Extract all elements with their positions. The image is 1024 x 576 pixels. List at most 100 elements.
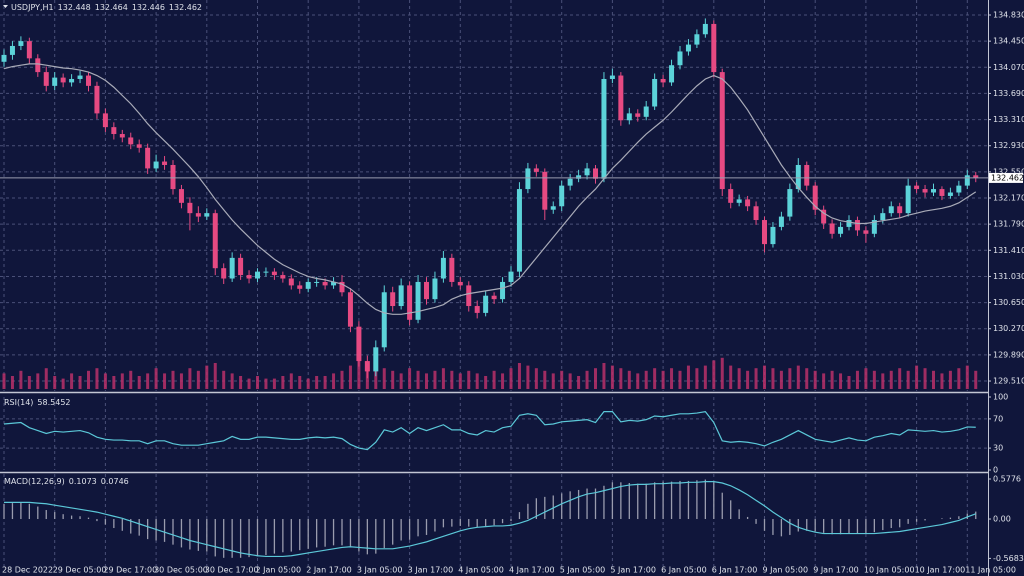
volume-bar [239, 376, 243, 389]
volume-bar [467, 370, 471, 389]
y-tick-label: 129.510 [993, 377, 1024, 386]
volume-bar [289, 373, 293, 389]
candle-body [660, 78, 666, 83]
y-tick-label: 131.410 [993, 246, 1024, 255]
last-price-label: 132.462 [991, 173, 1024, 182]
volume-bar [737, 368, 741, 389]
candle-body [356, 326, 362, 362]
volume-bar [103, 373, 107, 389]
candle-body [702, 23, 708, 35]
candle-body [136, 144, 142, 148]
indicator-line [3, 410, 976, 451]
candle-body [846, 220, 852, 227]
volume-bar [188, 368, 192, 389]
candle-body [263, 271, 269, 273]
volume-bar [703, 365, 707, 389]
y-tick-label: 0.00 [993, 515, 1011, 524]
candle-body [500, 281, 506, 300]
candle-body [52, 77, 58, 86]
candle-body [525, 168, 531, 190]
candle-body [533, 168, 539, 172]
volume-bar [475, 373, 479, 389]
volume-bar [27, 376, 31, 389]
candle-body [618, 75, 624, 121]
volume-bar [78, 376, 82, 389]
volume-bar [281, 376, 285, 389]
volume-bar [627, 370, 631, 389]
volume-bar [340, 370, 344, 389]
candle-body [322, 281, 328, 286]
y-tick-label: 30 [993, 444, 1003, 453]
volume-bar [822, 373, 826, 389]
candle-body [474, 306, 480, 313]
volume-bar [771, 368, 775, 389]
candle-body [246, 275, 252, 279]
candle-body [508, 271, 514, 282]
x-tick-label: 9 Jan 17:00 [813, 566, 859, 575]
candle-body [567, 178, 573, 186]
candle-body [170, 164, 176, 190]
volume-bar [577, 376, 581, 389]
volume-bar [408, 368, 412, 389]
candle-body [762, 220, 767, 245]
panel-header: MACD(12,26,9) 0.1073 0.0746 [4, 477, 129, 486]
volume-bar [348, 365, 352, 389]
x-tick-label: 2 Jan 17:00 [306, 566, 352, 575]
volume-bar [712, 360, 716, 389]
candle-body [964, 175, 970, 186]
volume-bar [222, 370, 226, 389]
candle-body [584, 168, 590, 176]
x-tick-label: 2 Jan 05:00 [256, 566, 302, 575]
volume-bar [534, 368, 538, 389]
candle-body [804, 164, 810, 186]
volume-bar [839, 373, 843, 389]
volume-bar [425, 373, 428, 389]
volume-bar [636, 373, 640, 389]
candle-body [153, 161, 159, 169]
y-tick-label: 132.170 [993, 194, 1024, 203]
candle-body [947, 192, 953, 196]
volume-bar [526, 365, 530, 389]
moving-average [3, 63, 977, 315]
x-tick-label: 29 Dec 17:00 [103, 566, 157, 575]
candle-body [635, 113, 641, 117]
volume-bar [940, 373, 944, 389]
y-tick-label: 134.450 [993, 37, 1024, 46]
candle-body [677, 51, 683, 66]
candle-body [601, 78, 607, 179]
candle-body [128, 137, 134, 145]
candle-body [77, 75, 83, 79]
volume-bar [948, 370, 952, 389]
volume-bar [315, 376, 319, 389]
volume-bar [670, 368, 674, 389]
volume-bar [729, 365, 733, 389]
candle-body [280, 275, 286, 279]
candle-body [407, 285, 413, 320]
header-value: 132.446 [132, 3, 165, 12]
y-tick-label: 70 [993, 414, 1003, 423]
volume-bar [458, 373, 462, 389]
volume-bar [154, 368, 158, 389]
candle-body [770, 226, 776, 245]
volume-bar [129, 370, 133, 389]
candle-body [238, 257, 244, 276]
panel-title: MACD(12,26,9) [4, 477, 65, 486]
candle-body [35, 58, 41, 73]
volume-bar [517, 363, 521, 389]
candle-body [922, 189, 928, 193]
candle-body [398, 285, 404, 307]
header-value: 58.5452 [37, 398, 70, 407]
volume-bar [746, 370, 750, 389]
volume-bar [779, 370, 783, 389]
volume-bar [653, 368, 657, 389]
candle-body [162, 161, 168, 165]
volume-bar [53, 376, 57, 389]
candle-body [626, 113, 632, 121]
volume-bar [213, 363, 217, 389]
volume-bar [87, 370, 90, 389]
x-tick-label: 5 Jan 05:00 [560, 566, 606, 575]
volume-bar [306, 378, 310, 389]
panel-title: USDJPY,H1 [11, 3, 54, 12]
x-tick-label: 30 Dec 17:00 [205, 566, 259, 575]
volume-bar [112, 376, 116, 389]
